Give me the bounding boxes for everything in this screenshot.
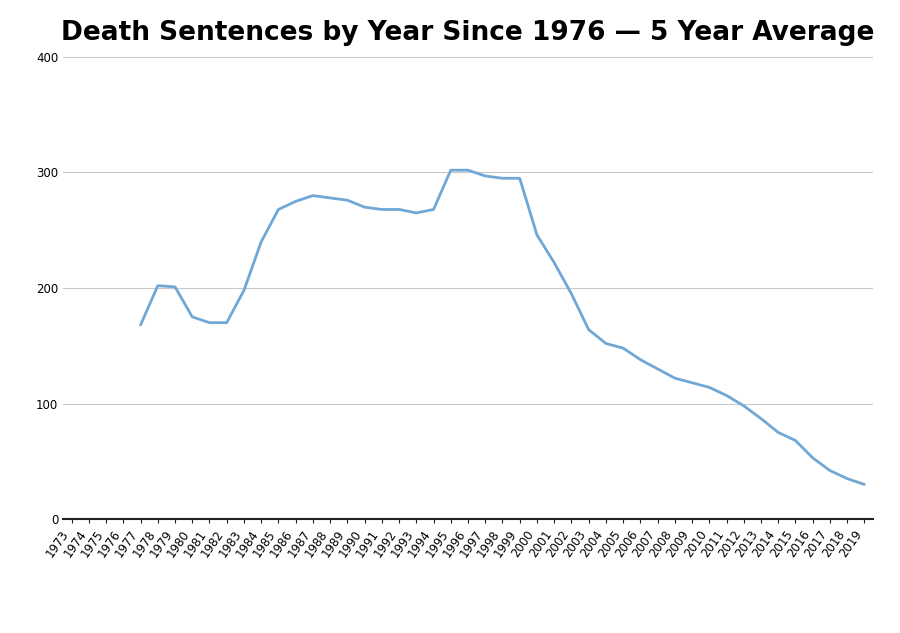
Title: Death Sentences by Year Since 1976 — 5 Year Average: Death Sentences by Year Since 1976 — 5 Y… — [61, 20, 875, 46]
